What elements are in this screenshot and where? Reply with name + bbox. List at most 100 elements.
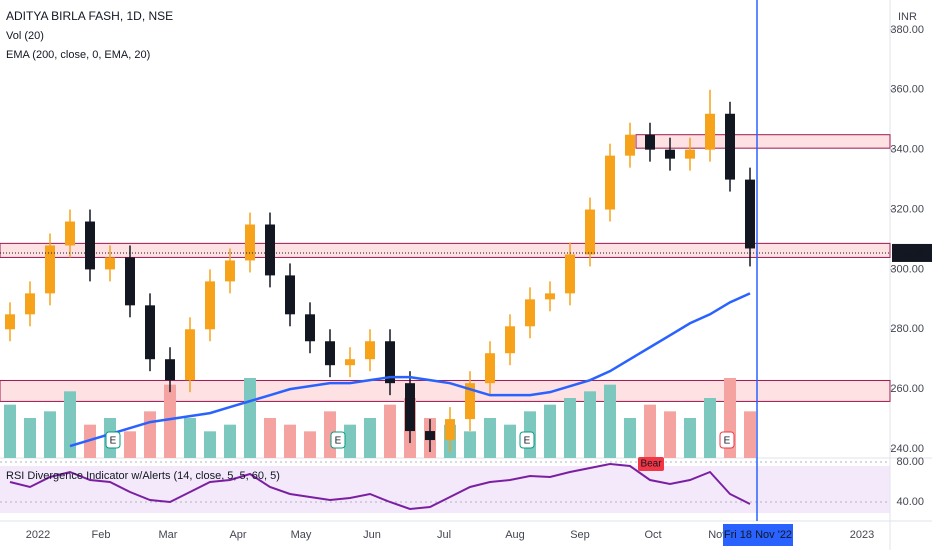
candle-body bbox=[65, 221, 75, 246]
volume-bar bbox=[484, 418, 496, 458]
volume-bar bbox=[144, 411, 156, 458]
candle-body bbox=[265, 224, 275, 276]
candle-body bbox=[305, 314, 315, 342]
y-tick-label: 320.00 bbox=[890, 203, 924, 215]
volume-bar bbox=[604, 384, 616, 458]
volume-bar bbox=[124, 431, 136, 458]
candle-body bbox=[325, 341, 335, 366]
earnings-marker bbox=[719, 431, 735, 449]
volume-bar bbox=[584, 391, 596, 458]
rsi-band bbox=[0, 466, 890, 513]
candle-body bbox=[745, 179, 755, 249]
y-tick-label: 300.00 bbox=[890, 263, 924, 275]
volume-bar bbox=[504, 424, 516, 458]
indicator-label: Vol (20) bbox=[6, 30, 44, 42]
volume-bar bbox=[244, 378, 256, 458]
crosshair-box bbox=[723, 524, 793, 546]
earnings-label: E bbox=[724, 436, 731, 447]
currency: INR bbox=[898, 11, 917, 23]
volume-bar bbox=[164, 384, 176, 458]
signal-box bbox=[638, 457, 664, 471]
candle-body bbox=[145, 305, 155, 360]
x-tick-label: Oct bbox=[644, 529, 661, 541]
x-tick-label: May bbox=[291, 529, 312, 541]
candle-body bbox=[485, 353, 495, 384]
earnings-label: E bbox=[524, 436, 531, 447]
candle-body bbox=[545, 293, 555, 300]
volume-bar bbox=[544, 404, 556, 458]
candle-body bbox=[625, 134, 635, 156]
earnings-marker bbox=[105, 431, 121, 449]
candle-body bbox=[445, 419, 455, 441]
candle-body bbox=[705, 113, 715, 150]
volume-bar bbox=[24, 418, 36, 458]
volume-bar bbox=[704, 398, 716, 458]
volume-bar bbox=[4, 404, 16, 458]
zone bbox=[635, 134, 891, 149]
volume-bar bbox=[64, 391, 76, 458]
candle-body bbox=[105, 257, 115, 270]
volume-bar bbox=[44, 411, 56, 458]
candle-body bbox=[45, 245, 55, 294]
volume-bar bbox=[624, 418, 636, 458]
candle-body bbox=[205, 281, 215, 330]
y-tick-label: 340.00 bbox=[890, 144, 924, 156]
earnings-label: E bbox=[335, 436, 342, 447]
signal-label: Bear bbox=[640, 459, 662, 470]
candle-body bbox=[385, 341, 395, 384]
candle-body bbox=[405, 383, 415, 432]
y-tick-label: 380.00 bbox=[890, 24, 924, 36]
x-tick-label: Sep bbox=[570, 529, 590, 541]
earnings-label: E bbox=[110, 436, 117, 447]
y-tick-label: 260.00 bbox=[890, 383, 924, 395]
candle-body bbox=[645, 134, 655, 150]
earnings-marker bbox=[330, 431, 346, 449]
zone bbox=[0, 242, 891, 258]
candle-body bbox=[5, 314, 15, 330]
volume-bar bbox=[304, 431, 316, 458]
x-tick-label: Feb bbox=[92, 529, 111, 541]
last-price-box bbox=[892, 243, 932, 262]
volume-bar bbox=[564, 398, 576, 458]
candle-body bbox=[685, 149, 695, 159]
x-tick-label: Apr bbox=[229, 529, 246, 541]
candle-body bbox=[365, 341, 375, 360]
volume-bar bbox=[204, 431, 216, 458]
candle-body bbox=[565, 254, 575, 294]
volume-bar bbox=[744, 411, 756, 458]
indicator-label: EMA (200, close, 0, EMA, 20) bbox=[6, 49, 150, 61]
candle-body bbox=[245, 224, 255, 261]
candle-body bbox=[665, 149, 675, 159]
rsi-tick-label: 80.00 bbox=[896, 456, 924, 468]
last-price-label: 305.50 bbox=[892, 247, 926, 259]
candle-body bbox=[465, 383, 475, 420]
symbol-title: ADITYA BIRLA FASH, 1D, NSE bbox=[6, 9, 173, 23]
x-tick-label: Jul bbox=[437, 529, 451, 541]
candle-body bbox=[25, 293, 35, 315]
candle-body bbox=[585, 209, 595, 255]
volume-bar bbox=[664, 411, 676, 458]
volume-bar bbox=[284, 424, 296, 458]
volume-bar bbox=[684, 418, 696, 458]
volume-bar bbox=[364, 418, 376, 458]
rsi-title: RSI Divergence Indicator w/Alerts (14, c… bbox=[6, 470, 280, 482]
candle-body bbox=[285, 275, 295, 315]
candle-body bbox=[125, 257, 135, 306]
candle-body bbox=[505, 326, 515, 354]
x-tick-label: 2022 bbox=[26, 529, 50, 541]
rsi-line bbox=[9, 462, 751, 511]
volume-bar bbox=[384, 404, 396, 458]
volume-bar bbox=[184, 418, 196, 458]
x-tick-label: Jun bbox=[363, 529, 381, 541]
volume-bar bbox=[644, 404, 656, 458]
rsi-tick-label: 40.00 bbox=[896, 496, 924, 508]
zone bbox=[0, 379, 891, 402]
candle-body bbox=[345, 359, 355, 366]
plot-layer bbox=[0, 89, 891, 511]
ema-line bbox=[69, 292, 751, 448]
candle-body bbox=[725, 113, 735, 180]
volume-bar bbox=[464, 431, 476, 458]
candle-body bbox=[605, 155, 615, 210]
candle-body bbox=[165, 359, 175, 381]
